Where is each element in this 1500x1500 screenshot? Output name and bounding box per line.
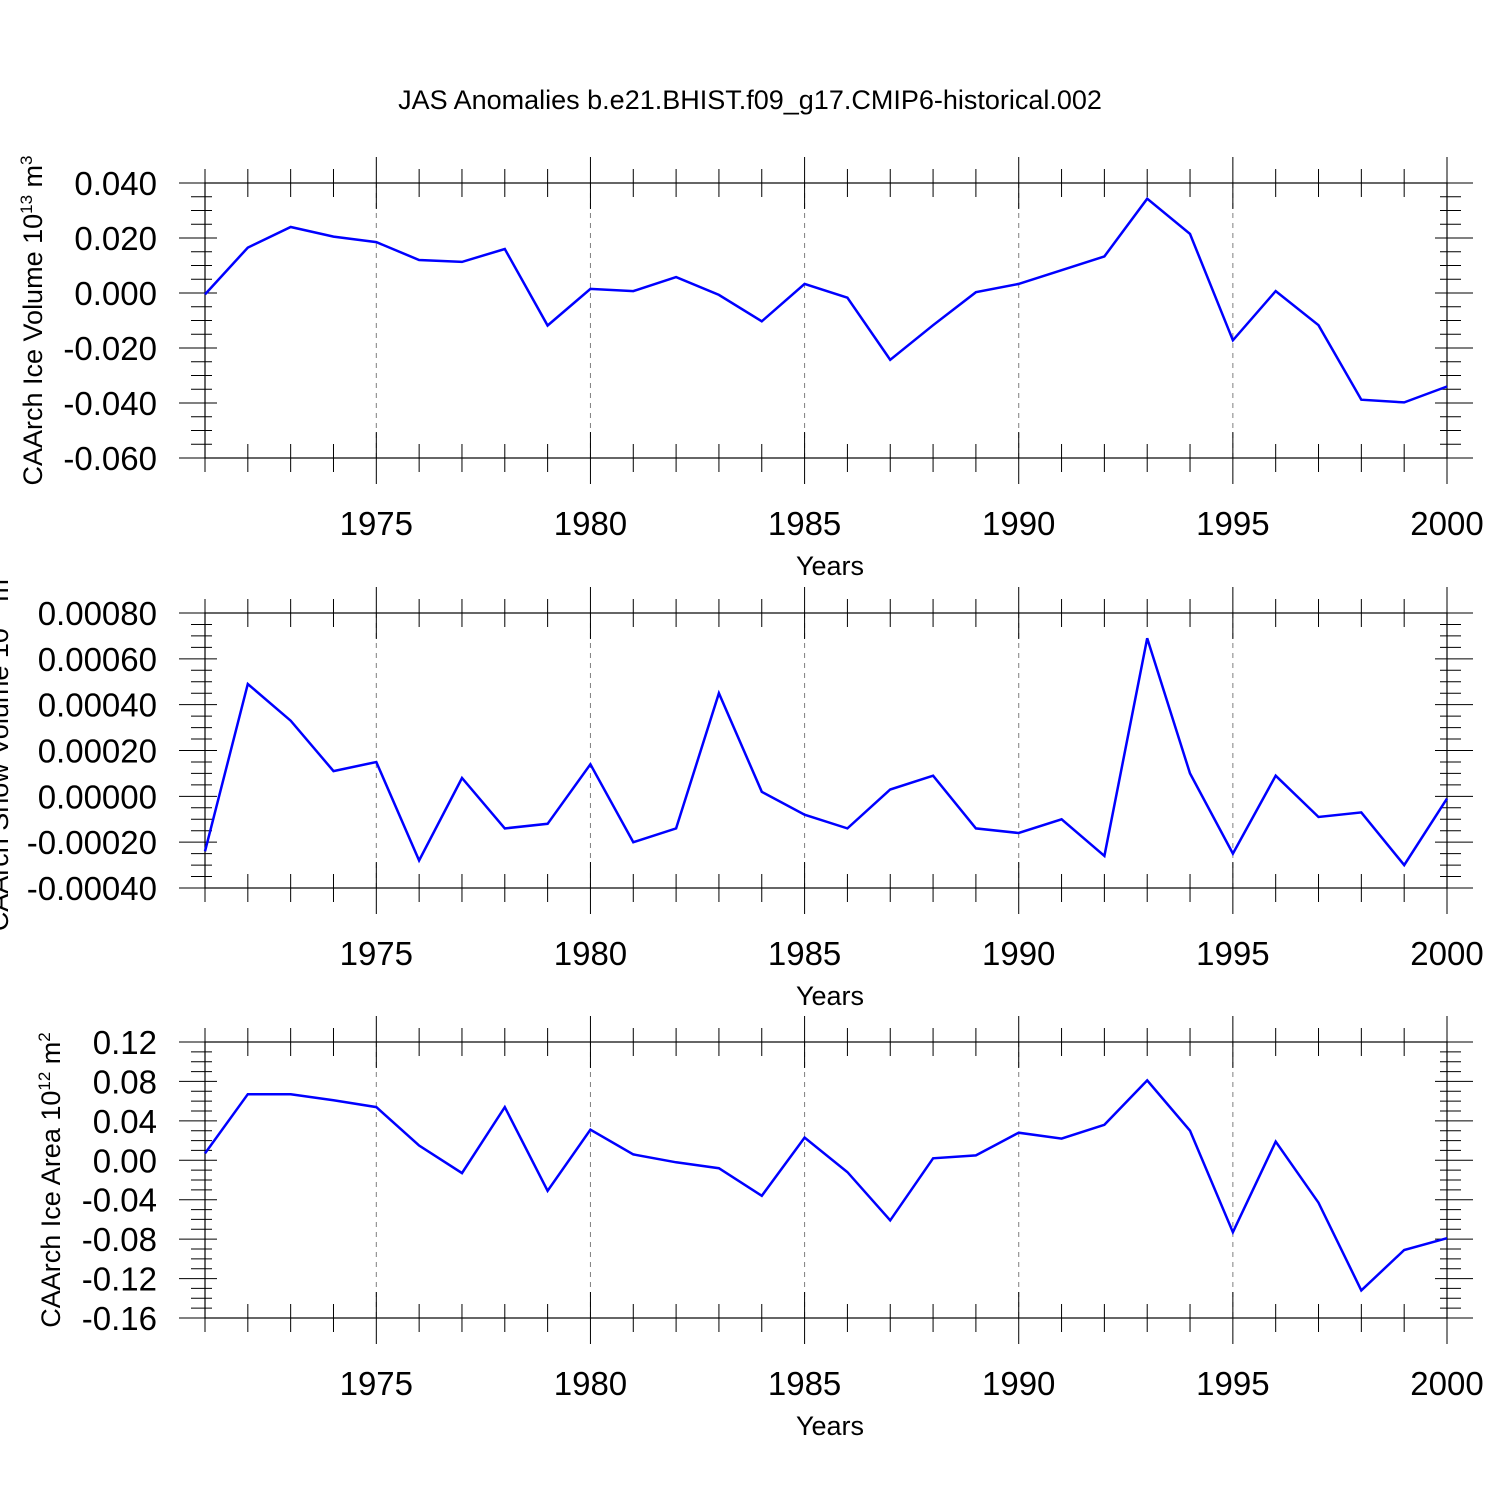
x-tick-label: 1990	[982, 505, 1055, 542]
series-line-1	[203, 637, 1449, 868]
y-tick-label: 0.00	[93, 1142, 157, 1179]
chart-panel-2: 0.00080 0.00060 0.00040 0.00020 0.00000 -0.00…	[0, 570, 1484, 1011]
x-tick-label: 1980	[554, 505, 627, 542]
y-tick-label: 0.040	[74, 165, 157, 202]
x-tick-label: 1990	[982, 935, 1055, 972]
figure-title: JAS Anomalies b.e21.BHIST.f09_g17.CMIP6-…	[398, 85, 1102, 115]
y-tick-label: 0.00020	[38, 733, 157, 770]
y-tick-label: -0.040	[63, 385, 157, 422]
y-tick-label: -0.16	[82, 1300, 157, 1337]
series-line-1	[203, 1078, 1448, 1293]
y-tick-label: -0.08	[82, 1221, 157, 1258]
y-tick-label: -0.020	[63, 330, 157, 367]
x-tick-label: 1995	[1196, 505, 1269, 542]
y-tick-label: 0.00080	[38, 595, 157, 632]
y-tick-label: -0.00040	[27, 870, 157, 907]
y-tick-label: 0.00060	[38, 641, 157, 678]
y-tick-label: -0.060	[63, 440, 157, 477]
y-tick-label: 0.020	[74, 220, 157, 257]
y-tick-label: 0.08	[93, 1063, 157, 1100]
x-tick-label: 2000	[1410, 1365, 1483, 1402]
x-tick-label: 2000	[1410, 505, 1483, 542]
x-tick-label: 1985	[768, 1365, 841, 1402]
x-tick-label: 1980	[554, 1365, 627, 1402]
x-tick-label: 1995	[1196, 1365, 1269, 1402]
panels: 0.040 0.020 0.000 -0.020 -0.040 -0.060 1975 198…	[0, 155, 1484, 1441]
chart-panel-1: 0.040 0.020 0.000 -0.020 -0.040 -0.060 1975 198…	[17, 155, 1484, 581]
y-tick-label: -0.12	[82, 1261, 157, 1298]
x-axis-label: Years	[796, 551, 864, 581]
y-tick-label: 0.04	[93, 1103, 157, 1140]
x-tick-label: 1985	[768, 505, 841, 542]
x-tick-label: 2000	[1410, 935, 1483, 972]
x-tick-label: 1990	[982, 1365, 1055, 1402]
y-axis-label: CAArch Snow Volume 1013 m3	[0, 570, 14, 932]
y-tick-label: -0.00020	[27, 824, 157, 861]
chart-panel-3: 0.120.080.040.00-0.04-0.08-0.12-0.16 1975…	[35, 1016, 1484, 1441]
x-axis-label: Years	[796, 1411, 864, 1441]
y-axis-label: CAArch Ice Area 1012 m2	[35, 1032, 66, 1328]
x-axis-label: Years	[796, 981, 864, 1011]
x-tick-label: 1985	[768, 935, 841, 972]
series-line-1	[204, 196, 1448, 404]
x-tick-label: 1975	[340, 935, 413, 972]
x-tick-label: 1995	[1196, 935, 1269, 972]
x-tick-label: 1980	[554, 935, 627, 972]
y-axis-label: CAArch Ice Volume 1013 m3	[17, 155, 48, 485]
y-tick-label: 0.000	[74, 275, 157, 312]
y-tick-label: 0.00040	[38, 687, 157, 724]
x-tick-label: 1975	[340, 1365, 413, 1402]
x-tick-label: 1975	[340, 505, 413, 542]
y-tick-label: -0.04	[82, 1182, 157, 1219]
y-tick-label: 0.12	[93, 1024, 157, 1061]
y-tick-label: 0.00000	[38, 778, 157, 815]
